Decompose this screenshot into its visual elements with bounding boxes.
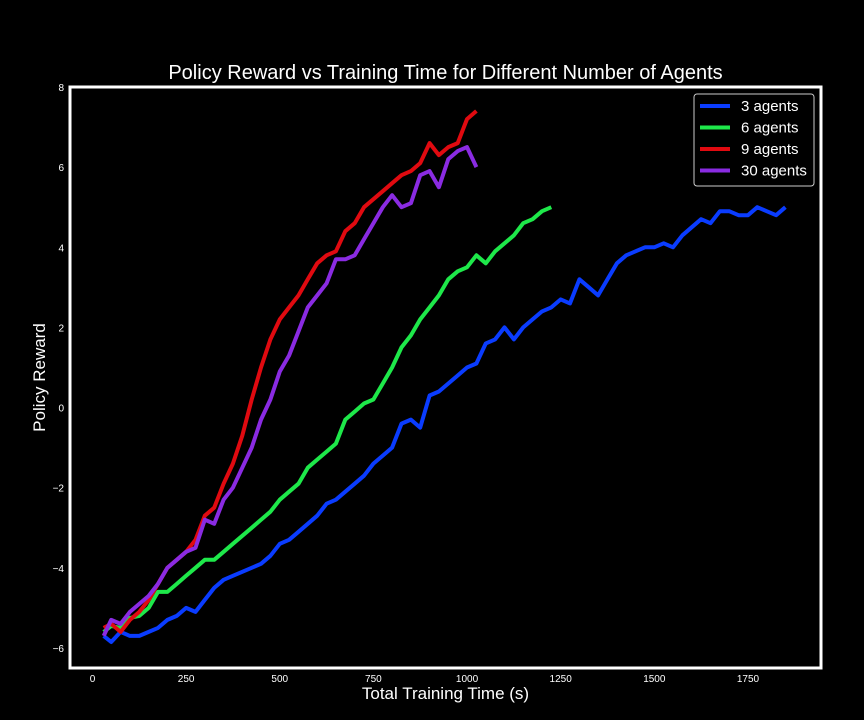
x-tick-label: 1750 (737, 674, 760, 685)
legend-box (693, 93, 815, 187)
x-tick-label: 1500 (643, 674, 666, 685)
axis-ticks: 0 250 500 750 1000 1250 1500 1750 −6 −4 −2 0 2 4 6 8 (53, 83, 760, 685)
legend-label: 6 agents (741, 120, 799, 137)
legend-label: 9 agents (741, 141, 799, 158)
series-line-1 (102, 205, 787, 644)
x-tick-label: 0 (90, 674, 96, 685)
legend-label: 3 agents (741, 98, 799, 115)
legend-label: 30 agents (741, 163, 807, 180)
y-tick-label: −2 (53, 484, 65, 495)
y-axis-label: Policy Reward (30, 323, 49, 432)
x-tick-label: 1250 (550, 674, 573, 685)
y-tick-label: −4 (53, 564, 65, 575)
y-tick-label: 4 (58, 243, 64, 254)
x-axis-label: Total Training Time (s) (362, 684, 529, 703)
x-tick-label: 750 (365, 674, 382, 685)
y-tick-label: 8 (58, 83, 64, 94)
series-lines (101, 109, 787, 644)
x-tick-label: 500 (271, 674, 288, 685)
y-tick-label: −6 (53, 644, 65, 655)
legend: 3 agents 6 agents 9 agents 30 agents (693, 93, 815, 187)
y-tick-label: 0 (58, 404, 64, 415)
y-tick-label: 6 (58, 163, 64, 174)
series-line-4 (101, 145, 479, 637)
x-tick-label: 250 (178, 674, 195, 685)
series-line-2 (102, 205, 553, 634)
y-tick-label: 2 (58, 323, 64, 334)
x-tick-label: 1000 (456, 674, 479, 685)
chart-title: Policy Reward vs Training Time for Diffe… (168, 62, 722, 84)
